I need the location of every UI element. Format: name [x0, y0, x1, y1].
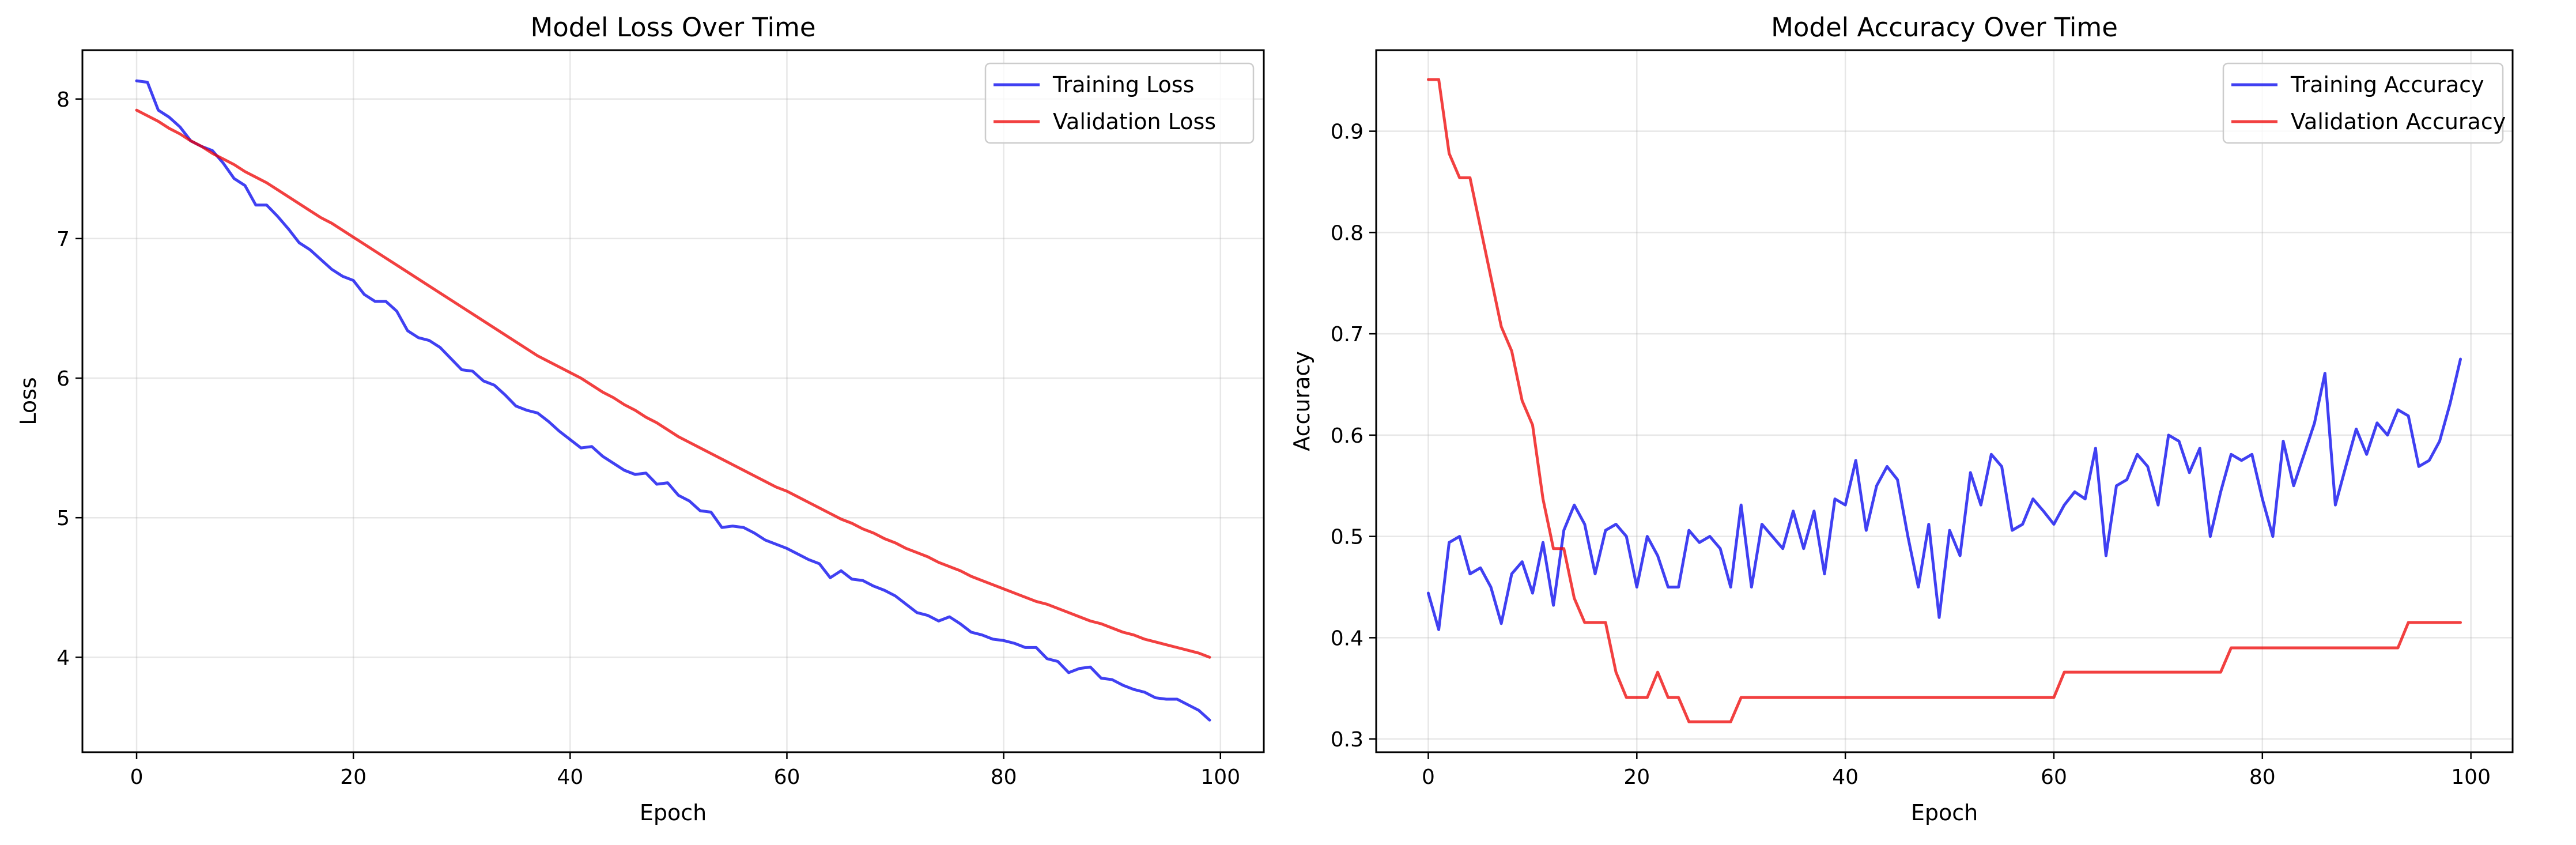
y-tick-label: 0.7 [1331, 323, 1363, 346]
y-tick-label: 6 [56, 367, 70, 391]
y-tick-label: 0.3 [1331, 728, 1363, 752]
y-tick-label: 0.9 [1331, 120, 1363, 144]
legend-label: Validation Accuracy [2291, 109, 2506, 134]
legend: Training Loss Validation Loss [984, 62, 1255, 144]
x-tick-label: 20 [1623, 765, 1650, 789]
x-tick-label: 0 [130, 765, 143, 789]
loss-chart: 0 20 40 60 80 100 4 5 6 7 8 Model Loss Over Time Epo… [16, 12, 1265, 825]
y-tick-label: 5 [56, 507, 70, 530]
x-tick-label: 100 [1200, 765, 1240, 789]
legend-label: Training Loss [1052, 72, 1194, 97]
legend-box [2222, 62, 2504, 144]
y-axis-label: Accuracy [1289, 351, 1315, 451]
accuracy-chart: 0 20 40 60 80 100 0.3 0.4 0.5 0.6 0.7 0.8 0.9 Model A… [1289, 12, 2514, 825]
y-axis-label: Loss [16, 377, 41, 425]
plot-frame [1375, 49, 2514, 753]
series-line-training-accuracy [1426, 357, 2462, 631]
chart-title: Model Loss Over Time [530, 12, 815, 43]
legend-label: Validation Loss [1053, 109, 1216, 134]
x-tick-label: 20 [340, 765, 367, 789]
y-tick-label: 7 [56, 228, 70, 251]
x-tick-label: 60 [774, 765, 800, 789]
legend-label: Training Accuracy [2290, 72, 2484, 97]
x-tick-label: 40 [557, 765, 583, 789]
y-tick-label: 0.6 [1331, 424, 1363, 448]
y-tick-label: 0.4 [1331, 627, 1363, 650]
legend: Training Accuracy Validation Accuracy [2222, 62, 2506, 144]
chart-title: Model Accuracy Over Time [1771, 12, 2118, 43]
y-tick-label: 0.8 [1331, 221, 1363, 245]
legend-box [984, 62, 1255, 144]
x-tick-label: 100 [2451, 765, 2491, 789]
x-axis-label: Epoch [1911, 800, 1978, 825]
x-tick-label: 80 [2249, 765, 2276, 789]
y-tick-label: 4 [56, 646, 70, 670]
series-line-training-loss [135, 79, 1211, 722]
x-axis-label: Epoch [640, 800, 707, 825]
x-tick-label: 40 [1832, 765, 1859, 789]
plot-frame [81, 49, 1265, 753]
series-line-validation-accuracy [1426, 78, 2462, 723]
x-tick-label: 0 [1422, 765, 1435, 789]
x-tick-label: 60 [2041, 765, 2067, 789]
series-line-validation-loss [135, 108, 1211, 659]
y-tick-label: 8 [56, 88, 70, 112]
y-tick-label: 0.5 [1331, 526, 1363, 549]
x-tick-label: 80 [991, 765, 1017, 789]
